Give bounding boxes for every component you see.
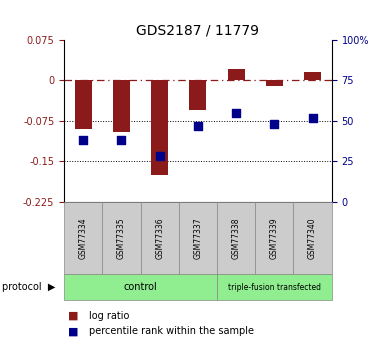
Text: GSM77337: GSM77337: [193, 217, 203, 259]
Text: percentile rank within the sample: percentile rank within the sample: [89, 326, 254, 336]
Text: log ratio: log ratio: [89, 311, 130, 321]
Bar: [74, 80, 92, 129]
Bar: [304, 72, 321, 80]
Text: GSM77339: GSM77339: [270, 217, 279, 259]
Point: [156, 154, 163, 159]
Bar: [113, 80, 130, 131]
Point: [118, 137, 125, 143]
Bar: [266, 80, 283, 86]
Text: GSM77336: GSM77336: [155, 217, 164, 259]
Text: protocol  ▶: protocol ▶: [2, 282, 55, 292]
Point: [271, 121, 277, 127]
Text: GSM77334: GSM77334: [79, 217, 88, 259]
Point: [195, 123, 201, 128]
Bar: [227, 69, 245, 80]
Point: [233, 110, 239, 115]
Text: triple-fusion transfected: triple-fusion transfected: [228, 283, 321, 292]
Bar: [189, 80, 206, 110]
Text: GSM77340: GSM77340: [308, 217, 317, 259]
Text: GSM77335: GSM77335: [117, 217, 126, 259]
Point: [310, 115, 316, 120]
Bar: [151, 80, 168, 175]
Text: ■: ■: [68, 311, 78, 321]
Title: GDS2187 / 11779: GDS2187 / 11779: [136, 23, 260, 37]
Text: control: control: [124, 282, 158, 292]
Text: GSM77338: GSM77338: [232, 217, 241, 259]
Point: [80, 137, 86, 143]
Text: ■: ■: [68, 326, 78, 336]
